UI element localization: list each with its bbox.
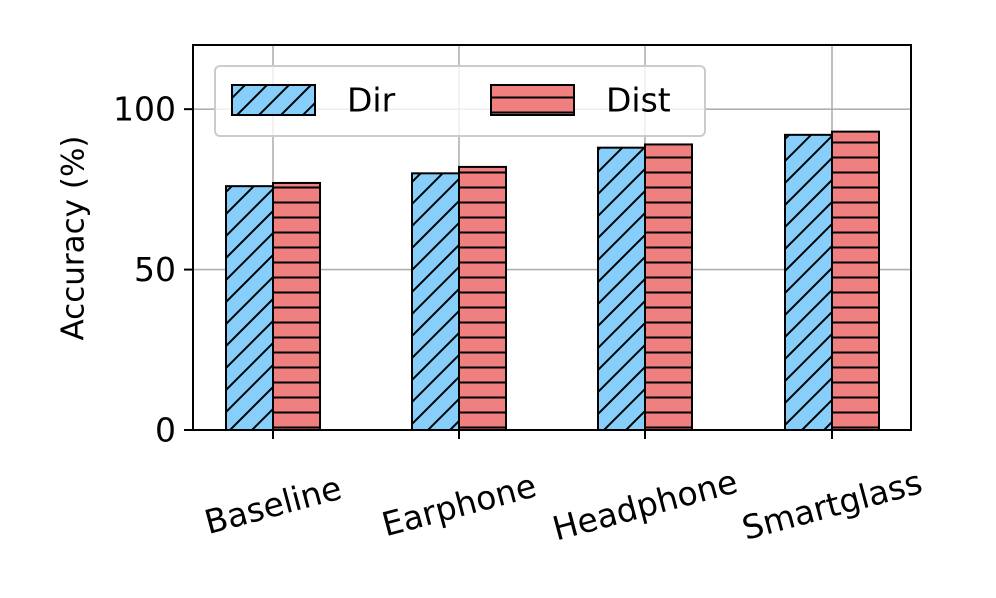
bars bbox=[225, 130, 880, 432]
y-axis-ticks: 0 50 100 bbox=[113, 90, 193, 450]
plot-frame bbox=[192, 44, 912, 431]
y-tick-label: 100 bbox=[113, 90, 176, 129]
y-tick-label: 50 bbox=[134, 250, 176, 289]
bar-dir-headphone bbox=[597, 146, 646, 432]
x-tick-label: Earphone bbox=[378, 466, 541, 545]
legend-label-dist: Dist bbox=[606, 81, 671, 120]
y-axis-label: Accuracy (%) bbox=[56, 135, 92, 340]
legend-frame bbox=[214, 65, 706, 137]
y-tick-label: 0 bbox=[155, 411, 176, 450]
x-tick-label: Headphone bbox=[548, 462, 741, 549]
bar-dist-smartglass bbox=[831, 130, 880, 431]
legend: Dir Dist bbox=[214, 65, 706, 137]
bar-dir-earphone bbox=[411, 172, 460, 431]
x-tick-label: Baseline bbox=[200, 468, 345, 542]
legend-swatch-dir bbox=[231, 84, 316, 116]
bar-dir-baseline bbox=[225, 185, 274, 431]
bar-dist-earphone bbox=[458, 165, 507, 432]
legend-swatch-dist bbox=[490, 84, 575, 116]
x-tick-label: Smartglass bbox=[738, 462, 926, 547]
bar-dist-headphone bbox=[644, 143, 693, 431]
bar-dir-smartglass bbox=[784, 133, 833, 431]
legend-label-dir: Dir bbox=[347, 81, 396, 120]
bar-dist-baseline bbox=[272, 181, 321, 431]
